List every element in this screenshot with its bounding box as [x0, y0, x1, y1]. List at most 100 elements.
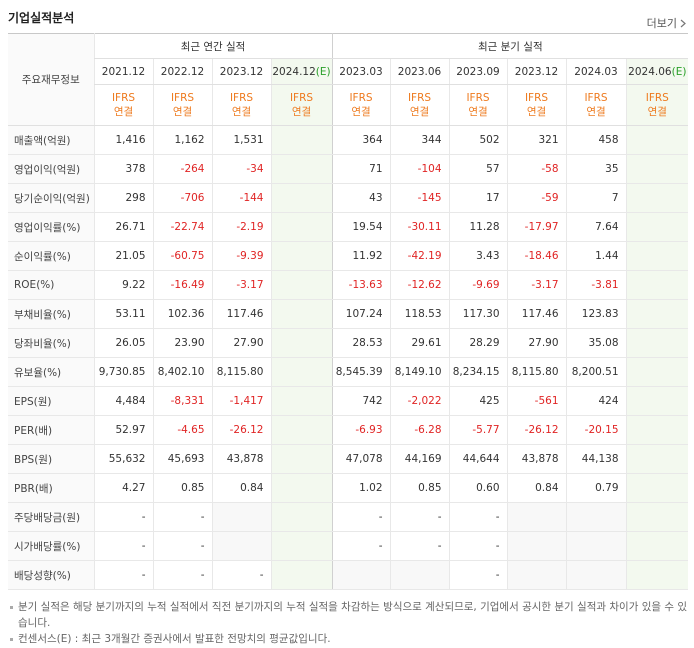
- period-label: 2021.12: [101, 65, 146, 78]
- value-cell: [625, 125, 689, 155]
- value-cell: 1,416: [93, 125, 153, 155]
- accounting-header: IFRS 연결: [331, 84, 391, 126]
- value-cell: 9,730.85: [93, 357, 153, 387]
- value-cell: 117.46: [506, 299, 567, 329]
- period-label: 2023.12: [514, 65, 559, 78]
- data-row: 매출액(억원) 1,416 1,162 1,531 364 344 502 321 458: [8, 125, 689, 155]
- value-cell: -: [448, 502, 508, 532]
- value-cell: 1,162: [152, 125, 212, 155]
- data-row: 영업이익(억원) 378 -264 -34 71 -104 57 -58 35: [8, 154, 689, 184]
- row-label: 주당배당금(원): [8, 502, 94, 532]
- value-cell: [211, 502, 271, 532]
- value-cell: -5.77: [448, 415, 508, 445]
- period-header: 2024.06(E): [625, 58, 689, 85]
- more-text[interactable]: 더보기: [646, 17, 677, 30]
- row-label: 배당성향(%): [8, 560, 94, 590]
- value-cell: 8,115.80: [506, 357, 567, 387]
- value-cell: [270, 125, 333, 155]
- data-row: BPS(원) 55,632 45,693 43,878 47,078 44,169 44,6…: [8, 444, 689, 474]
- value-cell: 27.90: [506, 328, 567, 358]
- accounting-header: IFRS 연결: [448, 84, 508, 126]
- accounting-basis: 연결: [647, 106, 667, 118]
- value-cell: 0.85: [152, 473, 212, 503]
- value-cell: 425: [448, 386, 508, 416]
- value-cell: 23.90: [152, 328, 212, 358]
- accounting-standard: IFRS: [584, 92, 608, 104]
- value-cell: 0.84: [506, 473, 567, 503]
- value-cell: -60.75: [152, 241, 212, 271]
- more-link[interactable]: 더보기: [647, 15, 686, 31]
- value-cell: 321: [506, 125, 567, 155]
- accounting-basis: 연결: [586, 106, 606, 118]
- row-label: PBR(배): [8, 473, 94, 503]
- value-cell: -: [211, 560, 271, 590]
- value-cell: -13.63: [331, 270, 391, 300]
- accounting-standard: IFRS: [229, 92, 254, 104]
- value-cell: 26.05: [93, 328, 153, 358]
- value-cell: [270, 241, 333, 271]
- accounting-header: IFRS 연결: [93, 84, 153, 126]
- value-cell: 29.61: [389, 328, 450, 358]
- accounting-standard: IFRS: [645, 92, 669, 104]
- footnote: 컨센서스(E) : 최근 3개월간 증권사에서 발표한 전망치의 평균값입니다.: [8, 631, 688, 647]
- value-cell: 19.54: [331, 212, 391, 242]
- value-cell: [625, 183, 689, 213]
- accounting-basis: 연결: [409, 106, 430, 118]
- value-cell: 11.92: [331, 241, 391, 271]
- value-cell: 424: [565, 386, 627, 416]
- value-cell: -264: [152, 154, 212, 184]
- accounting-standard: IFRS: [289, 92, 314, 104]
- value-cell: 8,149.10: [389, 357, 450, 387]
- value-cell: 35: [565, 154, 627, 184]
- value-cell: -3.81: [565, 270, 627, 300]
- value-cell: -34: [211, 154, 271, 184]
- accounting-basis: 연결: [351, 106, 371, 118]
- value-cell: 298: [93, 183, 153, 213]
- value-cell: 27.90: [211, 328, 271, 358]
- value-cell: [270, 415, 333, 445]
- value-cell: 7: [565, 183, 627, 213]
- value-cell: 1,531: [211, 125, 271, 155]
- value-cell: [625, 531, 689, 561]
- accounting-basis: 연결: [468, 106, 488, 118]
- accounting-basis: 연결: [526, 106, 547, 118]
- value-cell: -: [93, 560, 153, 590]
- accounting-header: IFRS 연결: [389, 84, 450, 126]
- data-row: 당좌비율(%) 26.05 23.90 27.90 28.53 29.61 28.29 27.…: [8, 328, 689, 358]
- value-cell: 458: [565, 125, 627, 155]
- period-header: 2023.03: [331, 58, 391, 85]
- value-cell: [625, 560, 689, 590]
- period-label: 2022.12: [160, 65, 205, 78]
- value-cell: -: [389, 531, 450, 561]
- value-cell: 8,234.15: [448, 357, 508, 387]
- value-cell: [270, 531, 333, 561]
- value-cell: -: [93, 531, 153, 561]
- accounting-row: IFRS 연결 IFRS 연결 IFRS 연결 IFRS 연결 IFRS 연결 IFRS 연결 IFRS…: [8, 84, 689, 126]
- accounting-header: IFRS 연결: [565, 84, 627, 126]
- row-label: 영업이익(억원): [8, 154, 94, 184]
- value-cell: [506, 560, 567, 590]
- value-cell: 28.29: [448, 328, 508, 358]
- period-label: 2023.03: [339, 65, 383, 78]
- period-label: 2024.03: [574, 65, 618, 78]
- value-cell: 3.43: [448, 241, 508, 271]
- accounting-basis: 연결: [291, 106, 312, 118]
- row-label: BPS(원): [8, 444, 94, 474]
- value-cell: [625, 473, 689, 503]
- header-row: 주요재무정보 최근 연간 실적 최근 분기 실적: [8, 33, 689, 126]
- value-cell: 117.46: [211, 299, 271, 329]
- data-row: 부채비율(%) 53.11 102.36 117.46 107.24 118.53 117.…: [8, 299, 689, 329]
- period-header: 2023.09: [448, 58, 508, 85]
- data-row: ROE(%) 9.22 -16.49 -3.17 -13.63 -12.62 -9.69 -3…: [8, 270, 689, 300]
- value-cell: -2.19: [211, 212, 271, 242]
- value-cell: 0.84: [211, 473, 271, 503]
- period-row: 2021.12 2022.12 2023.12 2024.12(E) 2023.03 20…: [8, 58, 689, 85]
- value-cell: 118.53: [389, 299, 450, 329]
- accounting-standard: IFRS: [170, 92, 195, 104]
- value-cell: 43: [331, 183, 391, 213]
- data-row: 유보율(%) 9,730.85 8,402.10 8,115.80 8,545.39 8,…: [8, 357, 689, 387]
- data-row: 시가배당률(%) - - - - -: [8, 531, 689, 561]
- value-cell: -20.15: [565, 415, 627, 445]
- accounting-standard: IFRS: [466, 92, 490, 104]
